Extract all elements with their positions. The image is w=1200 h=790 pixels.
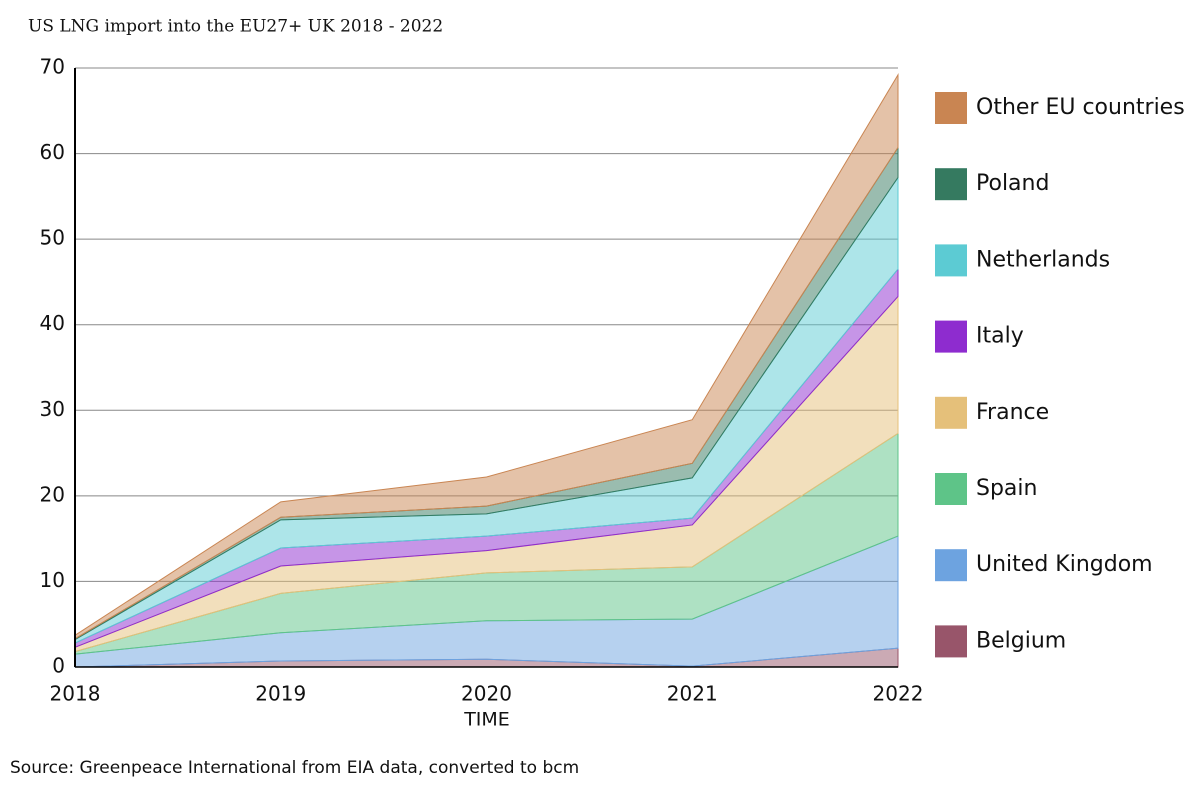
y-tick-label: 70 — [40, 55, 65, 79]
x-tick-label: 2019 — [255, 682, 306, 706]
legend-swatch — [935, 92, 967, 124]
legend-label: Spain — [976, 476, 1037, 501]
legend-label: United Kingdom — [976, 552, 1153, 577]
x-tick-label: 2022 — [873, 682, 924, 706]
legend-swatch — [935, 168, 967, 201]
legend-label: Belgium — [976, 628, 1066, 653]
legend-swatch — [935, 625, 967, 658]
x-tick-label: 2021 — [667, 682, 718, 706]
x-tick-label: 2018 — [50, 682, 101, 706]
legend-label: France — [976, 400, 1049, 425]
x-tick-label: 2020 — [461, 682, 512, 706]
chart-title: US LNG import into the EU27+ UK 2018 - 2… — [28, 17, 443, 37]
y-tick-label: 10 — [40, 568, 65, 592]
legend-swatch — [935, 396, 967, 429]
legend-label: Other EU countries — [976, 95, 1185, 120]
legend-swatch — [935, 244, 967, 277]
legend-swatch — [935, 320, 967, 353]
x-axis-label: TIME — [463, 709, 510, 731]
y-tick-label: 40 — [40, 311, 65, 335]
legend-label: Poland — [976, 171, 1049, 196]
legend-swatch — [935, 549, 967, 582]
y-tick-label: 0 — [52, 654, 65, 678]
y-tick-label: 20 — [40, 482, 65, 506]
source-note: Source: Greenpeace International from EI… — [10, 758, 579, 778]
y-tick-label: 30 — [40, 397, 65, 421]
y-tick-label: 50 — [40, 226, 65, 250]
legend-label: Netherlands — [976, 247, 1110, 272]
y-tick-label: 60 — [40, 140, 65, 164]
legend-swatch — [935, 473, 967, 505]
area — [74, 73, 899, 640]
legend-label: Italy — [976, 324, 1024, 349]
